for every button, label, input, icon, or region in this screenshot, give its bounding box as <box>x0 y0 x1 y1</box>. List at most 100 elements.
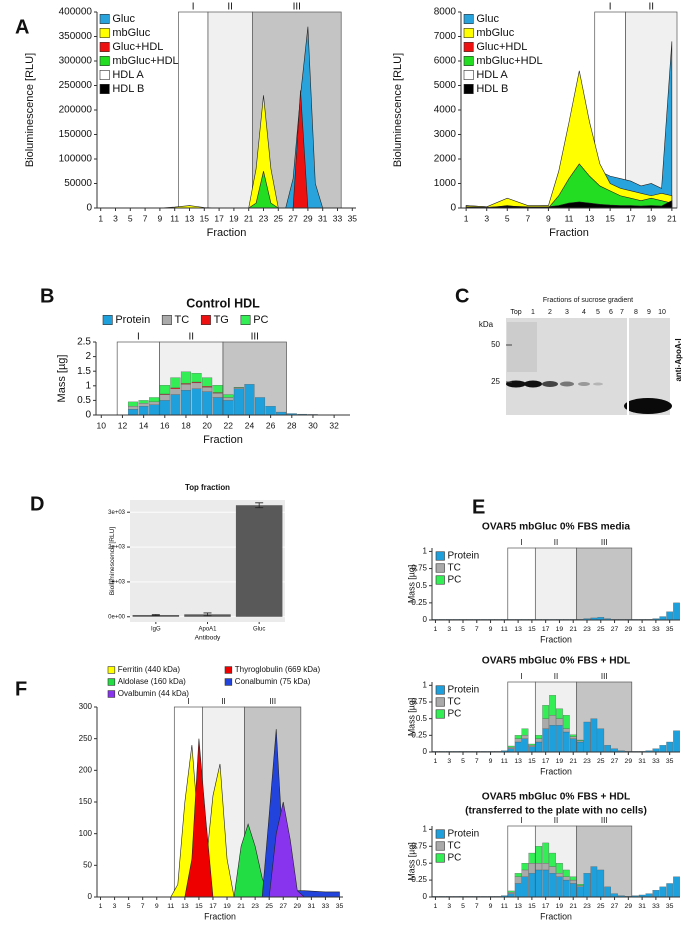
x-tick-label: 23 <box>583 626 591 633</box>
lane-label: 9 <box>647 309 651 316</box>
x-tick-label: 9 <box>489 903 493 910</box>
bar-segment <box>149 401 160 405</box>
bar-segment <box>556 873 563 877</box>
legend-swatch <box>99 14 110 24</box>
bar-segment <box>212 385 223 393</box>
gel-band <box>542 381 558 387</box>
y-tick-label: 0.75 <box>411 564 427 573</box>
x-tick-label: 1 <box>434 758 438 765</box>
x-tick-label: 1 <box>98 213 103 223</box>
x-tick-label: IgG <box>151 627 161 633</box>
bar-segment <box>569 736 577 739</box>
bar-segment <box>255 397 266 416</box>
bar-segment <box>576 740 584 743</box>
bar-segment <box>521 738 529 753</box>
bar-segment <box>191 373 202 383</box>
y-tick-label: 250000 <box>59 80 93 91</box>
x-tick-label: 1 <box>99 903 103 910</box>
region-label: II <box>188 332 194 343</box>
legend-label: HDL B <box>112 83 144 95</box>
bar-segment <box>556 876 563 898</box>
legend-swatch <box>435 551 445 561</box>
bar-segment <box>542 869 549 898</box>
x-tick-label: 3 <box>447 903 451 910</box>
bar-segment <box>528 873 536 898</box>
y-tick-label: 1 <box>423 680 428 689</box>
x-tick-label: 35 <box>666 903 674 910</box>
x-tick-label: 5 <box>128 213 133 223</box>
region-label: III <box>601 672 608 681</box>
x-tick-label: 1 <box>464 213 469 223</box>
legend-label: HDL A <box>476 69 508 81</box>
bar-segment <box>138 403 149 407</box>
bar-segment <box>521 735 529 739</box>
gel-band <box>593 382 603 386</box>
legend-swatch <box>463 56 474 66</box>
x-tick-label: 19 <box>229 213 239 223</box>
bar-segment <box>528 863 536 874</box>
y-tick-label: 1 <box>85 380 91 391</box>
y-tick-label: 1 <box>423 824 428 833</box>
bar-segment <box>542 863 549 871</box>
legend-label: TC <box>448 841 461 852</box>
bar-segment <box>507 745 515 748</box>
y-tick-label: 2 <box>85 351 91 362</box>
bar-segment <box>128 409 139 416</box>
y-axis-label: Bioluminescence [RLU] <box>109 527 116 596</box>
x-tick-label: 35 <box>666 758 674 765</box>
y-tick-label: 1.5 <box>77 366 91 377</box>
legend-label: PC <box>448 575 462 586</box>
bar-segment <box>542 718 549 729</box>
bar-segment <box>556 708 563 719</box>
x-tick-label: 11 <box>501 758 508 765</box>
x-tick-label: 21 <box>569 903 577 910</box>
bar-segment <box>514 883 522 898</box>
x-tick-label: 15 <box>528 758 536 765</box>
bar-segment <box>569 879 577 884</box>
bar-segment <box>583 873 591 898</box>
x-tick-label: 11 <box>501 903 508 910</box>
x-tick-label: 9 <box>155 903 159 910</box>
bar-segment <box>542 842 549 864</box>
bar-segment <box>507 747 515 749</box>
bar-segment <box>549 695 556 716</box>
x-tick-label: 31 <box>638 903 646 910</box>
x-tick-label: 5 <box>461 758 465 765</box>
x-tick-label: 1 <box>434 903 438 910</box>
legend-swatch <box>99 28 110 38</box>
gel-band <box>524 380 542 388</box>
x-tick-label: 15 <box>605 213 615 223</box>
x-tick-label: 31 <box>308 903 316 910</box>
bar-segment <box>535 741 543 753</box>
legend-label: TC <box>175 314 190 326</box>
legend-swatch <box>99 84 110 94</box>
x-tick-label: 35 <box>666 626 674 633</box>
y-tick-label: 2000 <box>434 154 457 165</box>
legend-label: mbGluc <box>112 27 150 39</box>
area <box>465 200 673 209</box>
legend-swatch <box>463 70 474 80</box>
x-tick-label: 29 <box>625 626 633 633</box>
bar-segment <box>191 382 202 389</box>
region-label: II <box>554 538 558 547</box>
bar-segment <box>535 863 543 871</box>
bar-segment <box>597 728 605 753</box>
area <box>100 744 340 898</box>
x-tick-label: 17 <box>542 758 550 765</box>
y-tick-label: 350000 <box>59 31 93 42</box>
chart-title: Top fraction <box>185 483 230 492</box>
x-tick-label: 21 <box>237 903 245 910</box>
y-tick-label: 2e+03 <box>108 545 126 551</box>
bar-segment <box>563 728 570 733</box>
x-tick-label: Gluc <box>253 627 265 633</box>
y-tick-label: 50 <box>83 860 92 869</box>
y-axis-label: Mass [µg] <box>406 842 416 880</box>
y-tick-label: 150 <box>79 797 93 806</box>
x-tick-label: ApoA1 <box>198 627 217 633</box>
x-tick-label: 13 <box>585 213 595 223</box>
x-tick-label: 15 <box>528 903 536 910</box>
bar-segment <box>569 734 577 737</box>
bar-segment <box>535 738 543 743</box>
